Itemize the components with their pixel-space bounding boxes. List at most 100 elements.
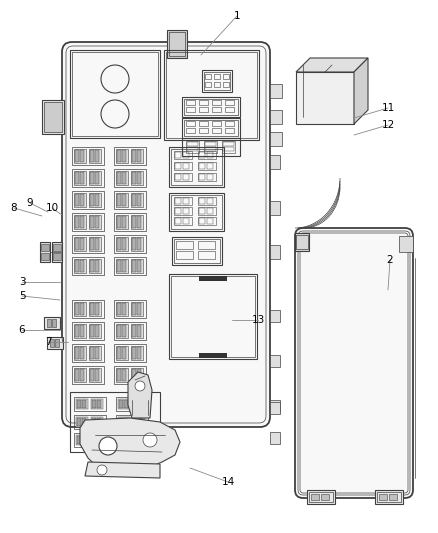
Bar xyxy=(95,238,99,250)
Bar xyxy=(90,260,94,272)
Bar xyxy=(75,369,79,381)
Bar xyxy=(77,400,81,408)
Bar xyxy=(169,147,224,187)
Polygon shape xyxy=(128,372,152,418)
Bar xyxy=(74,346,86,360)
Bar xyxy=(199,152,205,158)
Bar xyxy=(214,82,220,87)
Bar xyxy=(183,163,189,169)
Bar xyxy=(76,435,88,445)
Bar xyxy=(75,194,79,206)
Bar xyxy=(116,433,148,447)
Bar xyxy=(90,369,94,381)
Bar xyxy=(198,162,216,170)
Bar xyxy=(116,149,128,163)
Bar xyxy=(74,193,86,207)
Bar xyxy=(72,300,104,318)
Bar xyxy=(80,172,84,184)
Bar xyxy=(90,303,94,315)
Bar xyxy=(117,260,121,272)
Bar xyxy=(214,74,220,79)
Bar xyxy=(41,253,49,260)
Bar xyxy=(116,302,128,316)
Bar xyxy=(139,400,143,408)
Bar xyxy=(131,149,143,163)
Bar xyxy=(132,150,136,162)
Bar xyxy=(74,368,86,382)
Bar xyxy=(131,368,143,382)
Bar xyxy=(174,207,192,215)
Bar xyxy=(47,337,63,349)
Bar xyxy=(198,197,216,205)
Bar xyxy=(182,97,240,117)
Bar xyxy=(133,399,145,409)
Bar xyxy=(199,198,205,204)
Bar xyxy=(118,435,130,445)
Bar xyxy=(89,193,101,207)
Bar xyxy=(137,172,141,184)
Bar xyxy=(92,418,96,426)
Bar xyxy=(270,155,280,169)
Bar xyxy=(137,150,141,162)
Bar xyxy=(72,191,104,209)
Bar xyxy=(134,418,138,426)
Bar xyxy=(389,494,397,500)
Bar xyxy=(89,215,101,229)
Bar xyxy=(321,494,329,500)
Bar xyxy=(72,147,104,165)
Bar xyxy=(199,107,208,112)
Bar xyxy=(80,216,84,228)
Bar xyxy=(91,435,103,445)
Bar xyxy=(212,100,221,105)
Bar xyxy=(134,400,138,408)
Bar xyxy=(114,169,146,187)
Bar xyxy=(74,415,106,429)
Bar xyxy=(132,325,136,337)
Bar xyxy=(131,302,143,316)
Text: 1: 1 xyxy=(234,11,240,21)
Text: 9: 9 xyxy=(27,198,33,208)
Bar xyxy=(90,325,94,337)
Bar xyxy=(117,172,121,184)
Bar xyxy=(117,303,121,315)
Bar xyxy=(225,100,234,105)
Bar xyxy=(175,208,181,214)
Bar xyxy=(222,141,235,153)
Bar xyxy=(116,193,128,207)
Bar xyxy=(90,347,94,359)
Bar xyxy=(183,174,189,180)
Bar xyxy=(175,152,181,158)
Bar xyxy=(311,494,319,500)
Bar xyxy=(132,172,136,184)
Bar xyxy=(114,300,146,318)
Bar xyxy=(132,303,136,315)
Bar xyxy=(131,259,143,273)
FancyBboxPatch shape xyxy=(62,42,270,427)
Bar xyxy=(175,163,181,169)
Bar xyxy=(171,195,222,229)
Bar xyxy=(205,82,211,87)
Bar xyxy=(131,324,143,338)
Bar xyxy=(89,302,101,316)
Bar xyxy=(72,257,104,275)
Bar xyxy=(223,74,229,79)
Bar xyxy=(198,173,216,181)
Bar xyxy=(70,50,160,138)
Bar xyxy=(72,366,104,384)
Bar xyxy=(186,141,199,153)
Bar xyxy=(80,347,84,359)
Bar xyxy=(139,436,143,444)
Bar xyxy=(50,339,54,347)
Bar xyxy=(55,339,59,347)
Bar xyxy=(212,121,221,126)
Bar xyxy=(122,194,126,206)
Bar xyxy=(116,346,128,360)
Bar xyxy=(80,369,84,381)
Bar xyxy=(198,241,215,249)
Bar xyxy=(41,244,49,251)
Bar xyxy=(75,172,79,184)
Bar xyxy=(90,194,94,206)
Bar xyxy=(52,319,56,327)
Bar xyxy=(223,82,229,87)
Bar xyxy=(212,128,221,133)
